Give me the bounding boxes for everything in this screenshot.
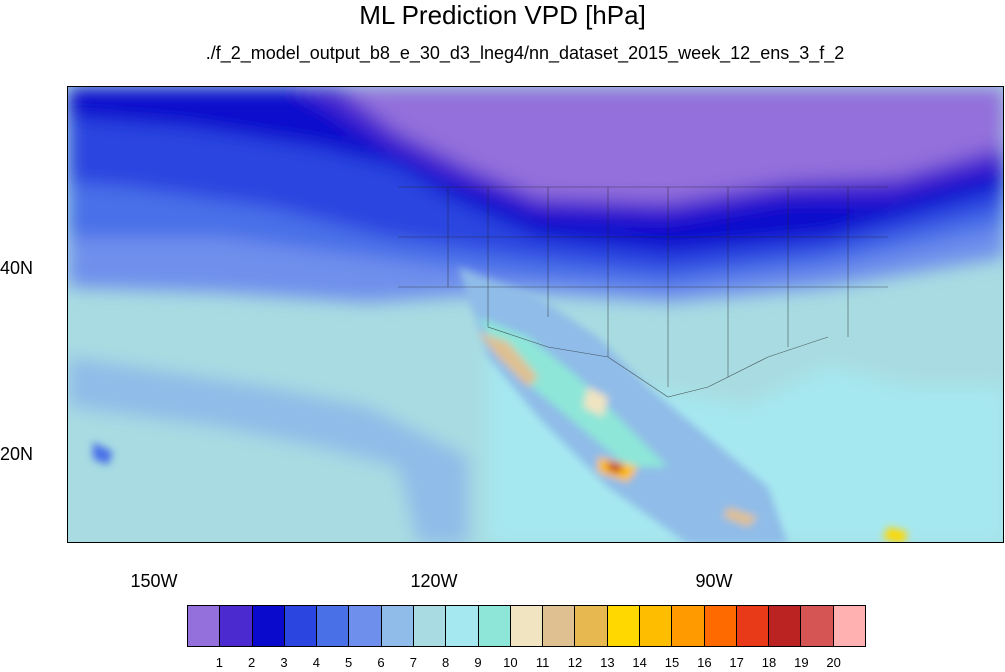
map-subtitle: ./f_2_model_output_b8_e_30_d3_lneg4/nn_d… xyxy=(205,43,845,63)
colorbar xyxy=(187,605,866,647)
colorbar-tick-label: 4 xyxy=(312,655,320,670)
colorbar-swatch xyxy=(736,606,770,646)
colorbar-swatch xyxy=(220,606,253,646)
colorbar-swatch xyxy=(769,606,802,646)
vpd-map xyxy=(67,86,1004,543)
colorbar-tick-label: 7 xyxy=(409,655,417,670)
colorbar-tick-label: 16 xyxy=(697,655,712,670)
colorbar-tick-label: 11 xyxy=(535,655,550,670)
colorbar-tick-label: 6 xyxy=(377,655,385,670)
colorbar-swatch xyxy=(188,606,221,646)
colorbar-swatch xyxy=(478,606,511,646)
colorbar-swatch xyxy=(672,606,705,646)
colorbar-swatch xyxy=(607,606,640,646)
colorbar-swatch xyxy=(381,606,414,646)
colorbar-swatch xyxy=(833,606,865,646)
colorbar-swatch xyxy=(575,606,608,646)
lat-label-40n: 40N xyxy=(0,258,34,278)
colorbar-tick-label: 12 xyxy=(567,655,583,670)
colorbar-swatch xyxy=(317,606,350,646)
lon-label-150w: 150W xyxy=(130,571,178,591)
colorbar-tick-label: 18 xyxy=(761,655,777,670)
colorbar-tick-label: 14 xyxy=(632,655,647,670)
colorbar-swatch xyxy=(284,606,318,646)
lon-label-120w: 120W xyxy=(410,571,458,591)
colorbar-tick-label: 17 xyxy=(729,655,744,670)
colorbar-tick-label: 9 xyxy=(474,655,482,670)
colorbar-tick-label: 13 xyxy=(600,655,615,670)
colorbar-swatch xyxy=(446,606,479,646)
lon-label-90w: 90W xyxy=(695,571,733,591)
colorbar-swatch xyxy=(252,606,285,646)
colorbar-tick-label: 15 xyxy=(664,655,680,670)
colorbar-tick-label: 19 xyxy=(794,655,809,670)
colorbar-swatch xyxy=(639,606,673,646)
colorbar-tick-label: 1 xyxy=(215,655,223,670)
colorbar-swatch xyxy=(510,606,544,646)
colorbar-swatch xyxy=(349,606,382,646)
colorbar-swatch xyxy=(413,606,447,646)
colorbar-tick-label: 10 xyxy=(503,655,518,670)
map-title: ML Prediction VPD [hPa] xyxy=(359,0,646,30)
vpd-field xyxy=(68,87,1003,542)
colorbar-swatch xyxy=(543,606,576,646)
colorbar-tick-label: 8 xyxy=(442,655,450,670)
colorbar-tick-label: 3 xyxy=(280,655,288,670)
colorbar-swatch xyxy=(801,606,834,646)
lat-label-20n: 20N xyxy=(0,444,34,464)
colorbar-tick-label: 5 xyxy=(345,655,353,670)
colorbar-tick-label: 2 xyxy=(248,655,256,670)
colorbar-swatch xyxy=(704,606,737,646)
colorbar-tick-label: 20 xyxy=(826,655,841,670)
